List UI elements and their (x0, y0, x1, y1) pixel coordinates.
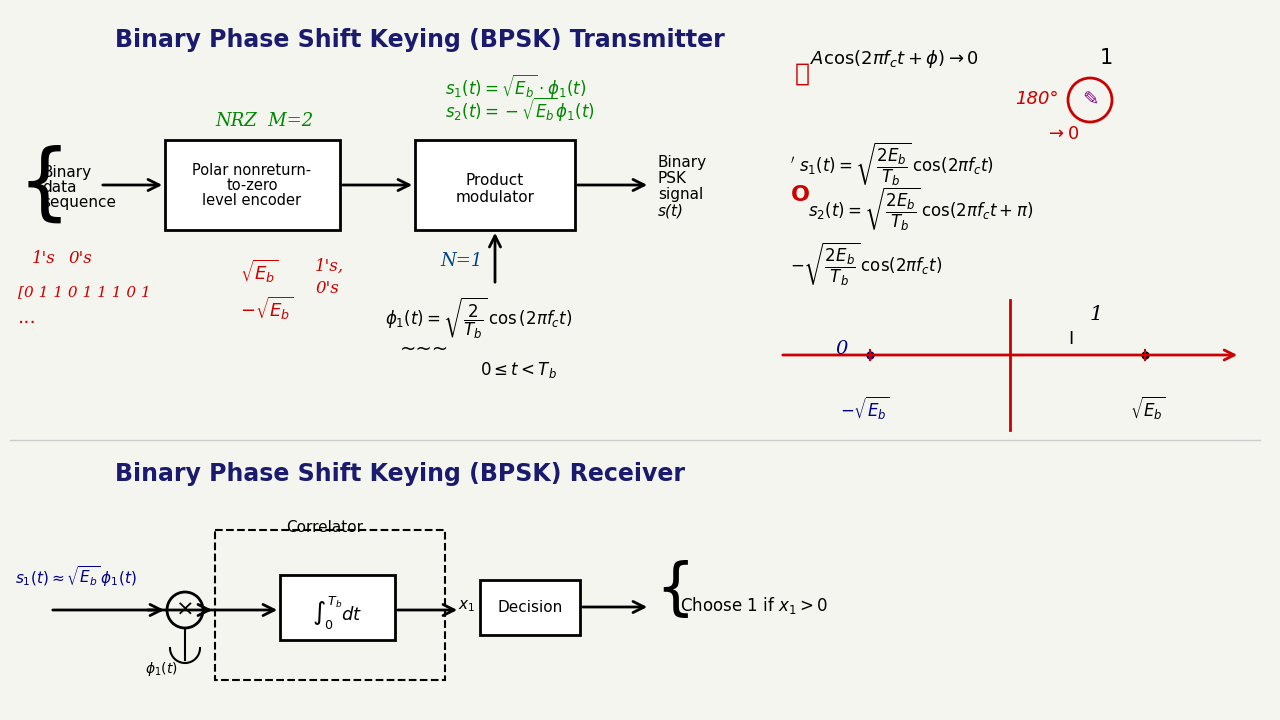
Text: ~~~: ~~~ (399, 340, 449, 359)
Text: Binary Phase Shift Keying (BPSK) Receiver: Binary Phase Shift Keying (BPSK) Receive… (115, 462, 685, 486)
Text: $0 \leq t < T_b$: $0 \leq t < T_b$ (480, 360, 557, 380)
Text: ⌒: ⌒ (795, 62, 810, 86)
FancyBboxPatch shape (165, 140, 340, 230)
Text: $\sqrt{E_b}$: $\sqrt{E_b}$ (1130, 395, 1166, 422)
Text: {: { (655, 560, 695, 620)
Text: $\phi_1(t) = \sqrt{\dfrac{2}{T_b}}\,\cos\left(2\pi f_c t\right)$: $\phi_1(t) = \sqrt{\dfrac{2}{T_b}}\,\cos… (385, 295, 572, 341)
Text: $x_1$: $x_1$ (458, 598, 475, 613)
Text: $'\ s_1(t) = \sqrt{\dfrac{2E_b}{T_b}}\,\cos(2\pi f_c t)$: $'\ s_1(t) = \sqrt{\dfrac{2E_b}{T_b}}\,\… (790, 140, 995, 187)
Text: Decision: Decision (498, 600, 563, 615)
Text: 180°: 180° (1015, 90, 1059, 108)
Text: data: data (42, 180, 77, 195)
Text: modulator: modulator (456, 190, 535, 205)
Text: {: { (18, 145, 72, 225)
Text: Binary: Binary (42, 165, 91, 180)
Text: 0: 0 (835, 340, 847, 358)
Text: to-zero: to-zero (227, 178, 278, 193)
Text: $-\sqrt{\dfrac{2E_b}{T_b}}\,\cos(2\pi f_c t)$: $-\sqrt{\dfrac{2E_b}{T_b}}\,\cos(2\pi f_… (790, 240, 942, 287)
Text: $-\sqrt{E_b}$: $-\sqrt{E_b}$ (840, 395, 890, 422)
Text: level encoder: level encoder (202, 193, 302, 208)
Text: PSK: PSK (658, 171, 687, 186)
Text: 1's,: 1's, (315, 258, 344, 275)
FancyBboxPatch shape (480, 580, 580, 635)
Text: $\sqrt{E_b}$: $\sqrt{E_b}$ (241, 258, 279, 285)
Text: s(t): s(t) (658, 203, 684, 218)
Text: $s_1(t)=\sqrt{E_b}\cdot\phi_1(t)$: $s_1(t)=\sqrt{E_b}\cdot\phi_1(t)$ (445, 72, 586, 100)
FancyBboxPatch shape (280, 575, 396, 640)
Text: sequence: sequence (42, 195, 116, 210)
Text: 0's: 0's (315, 280, 339, 297)
Text: $A\cos(2\pi f_c t + \phi) \rightarrow 0$: $A\cos(2\pi f_c t + \phi) \rightarrow 0$ (810, 48, 979, 70)
Text: Polar nonreturn-: Polar nonreturn- (192, 163, 311, 178)
Text: $s_2(t)=-\sqrt{E_b}\phi_1(t)$: $s_2(t)=-\sqrt{E_b}\phi_1(t)$ (445, 95, 595, 123)
Text: NRZ  M=2: NRZ M=2 (215, 112, 314, 130)
Text: 1's: 1's (32, 250, 56, 267)
Text: N=1: N=1 (440, 252, 483, 270)
Text: [0 1 1 0 1 1 1 0 1: [0 1 1 0 1 1 1 0 1 (18, 285, 151, 299)
Text: Binary Phase Shift Keying (BPSK) Transmitter: Binary Phase Shift Keying (BPSK) Transmi… (115, 28, 724, 52)
Text: 1: 1 (1091, 305, 1103, 324)
FancyBboxPatch shape (415, 140, 575, 230)
Text: Correlator: Correlator (287, 520, 364, 535)
Text: $\mathbf{O}$: $\mathbf{O}$ (790, 185, 810, 205)
Text: 0's: 0's (68, 250, 92, 267)
Text: $-\sqrt{E_b}$: $-\sqrt{E_b}$ (241, 295, 293, 322)
Text: signal: signal (658, 187, 703, 202)
Text: Choose 1 if $x_1 > 0$: Choose 1 if $x_1 > 0$ (680, 595, 828, 616)
Text: ✎: ✎ (1082, 91, 1098, 109)
Text: I: I (1068, 330, 1073, 348)
Text: ...: ... (18, 308, 37, 327)
Text: ×: × (175, 600, 195, 620)
Text: $\int_0^{T_b} dt$: $\int_0^{T_b} dt$ (312, 595, 362, 632)
Text: $\phi_1(t)$: $\phi_1(t)$ (145, 660, 178, 678)
Text: $\rightarrow 0$: $\rightarrow 0$ (1044, 125, 1079, 143)
Text: 1: 1 (1100, 48, 1114, 68)
Text: $s_2(t) = \sqrt{\dfrac{2E_b}{T_b}}\,\cos(2\pi f_c t + \pi)$: $s_2(t) = \sqrt{\dfrac{2E_b}{T_b}}\,\cos… (808, 185, 1033, 233)
Text: Product: Product (466, 173, 524, 188)
Text: $s_1(t) \approx \sqrt{E_b}\,\phi_1(t)$: $s_1(t) \approx \sqrt{E_b}\,\phi_1(t)$ (15, 565, 137, 589)
Text: Binary: Binary (658, 155, 707, 170)
